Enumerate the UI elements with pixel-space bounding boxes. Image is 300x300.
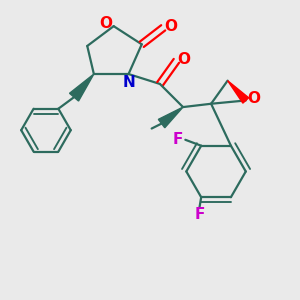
Text: N: N <box>122 75 135 90</box>
Text: O: O <box>164 19 177 34</box>
Polygon shape <box>228 81 249 103</box>
Text: O: O <box>99 16 112 31</box>
Polygon shape <box>70 74 94 101</box>
Text: F: F <box>194 207 205 222</box>
Text: F: F <box>173 132 183 147</box>
Text: O: O <box>177 52 190 67</box>
Polygon shape <box>158 107 183 128</box>
Text: O: O <box>248 91 260 106</box>
